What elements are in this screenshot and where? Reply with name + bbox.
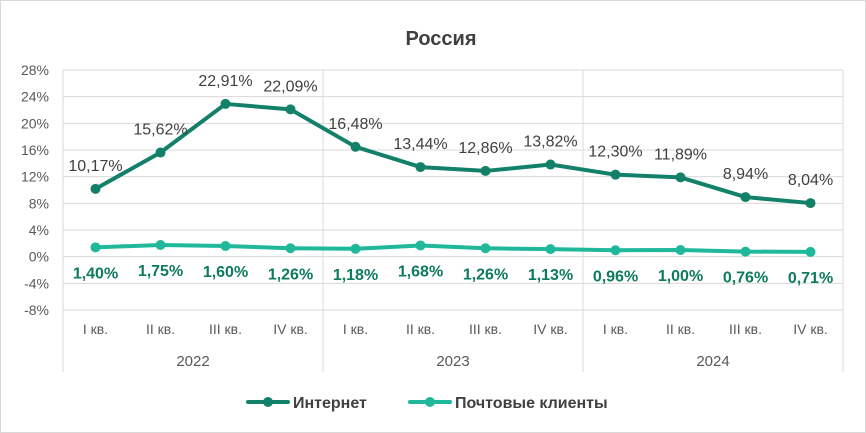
data-label: 1,40% [73, 265, 118, 282]
data-point [415, 162, 426, 173]
data-label: 22,09% [263, 78, 317, 95]
x-group-label: 2022 [176, 353, 209, 370]
y-tick-label: 4% [29, 222, 49, 238]
data-point [90, 242, 101, 253]
data-label: 1,26% [463, 266, 508, 283]
y-tick-label: 8% [29, 195, 49, 211]
legend-marker [263, 397, 273, 407]
y-tick-label: 16% [21, 142, 49, 158]
data-point [285, 104, 296, 115]
y-tick-label: 24% [21, 89, 49, 105]
data-label: 1,75% [138, 263, 183, 280]
series-layer [90, 98, 816, 257]
legend: Интернет Почтовые клиенты [246, 395, 608, 412]
data-point [480, 243, 491, 254]
y-tick-label: 0% [29, 249, 49, 265]
y-tick-label: -8% [24, 302, 49, 318]
gridlines [63, 69, 843, 311]
x-group-label: 2024 [696, 353, 729, 370]
data-label: 1,13% [528, 267, 573, 284]
data-label: 1,00% [658, 268, 703, 285]
data-point [155, 240, 166, 250]
data-label: 1,68% [398, 263, 443, 280]
x-category-label: II кв. [666, 321, 695, 337]
data-point [285, 243, 296, 254]
data-point [545, 159, 556, 170]
series-line [93, 101, 813, 206]
data-label: 11,89% [654, 146, 707, 163]
data-point [545, 244, 556, 255]
chart-title: Россия [405, 28, 476, 50]
x-category-label: IV кв. [273, 321, 308, 337]
data-point [350, 141, 361, 152]
data-label: 8,94% [723, 166, 768, 183]
data-label: 12,86% [458, 140, 512, 157]
data-label: 0,71% [788, 270, 833, 287]
x-category-label: IV кв. [533, 321, 568, 337]
data-label: 13,44% [393, 136, 447, 153]
x-category-label: IV кв. [793, 321, 828, 337]
data-point [155, 147, 166, 158]
y-tick-label: 12% [21, 169, 49, 185]
x-axis: I кв. II кв. III кв. IV кв. I кв. II кв. III к… [62, 70, 844, 372]
series-line [93, 243, 813, 254]
data-point [90, 183, 101, 194]
data-label: 15,62% [133, 122, 187, 139]
data-point [740, 192, 751, 203]
data-label: 1,18% [333, 267, 378, 284]
y-tick-label: 20% [21, 115, 49, 131]
legend-label: Интернет [293, 395, 367, 412]
data-point [805, 198, 816, 209]
y-tick-label: 28% [21, 62, 49, 78]
data-point [350, 243, 361, 254]
data-labels: 10,17% 15,62% 22,91% 22,09% 16,48% 13,44% 12,8… [68, 73, 833, 287]
data-point [675, 172, 686, 183]
data-point [480, 165, 491, 176]
y-tick-label: -4% [24, 275, 49, 291]
legend-label: Почтовые клиенты [455, 395, 608, 412]
data-point [740, 246, 751, 257]
y-axis: 28% 24% 20% 16% 12% 8% 4% 0% -4% -8% [21, 62, 49, 318]
x-group-label: 2023 [436, 353, 469, 370]
data-point [610, 245, 621, 256]
data-point [415, 240, 426, 251]
x-category-label: III кв. [729, 321, 762, 337]
data-label: 22,91% [198, 73, 252, 90]
legend-marker [425, 397, 435, 407]
data-label: 0,96% [593, 268, 638, 285]
data-label: 1,60% [203, 264, 248, 281]
x-category-label: I кв. [343, 321, 368, 337]
x-category-label: I кв. [603, 321, 628, 337]
data-label: 12,30% [588, 144, 642, 161]
data-label: 13,82% [523, 134, 577, 151]
x-category-label: I кв. [83, 321, 108, 337]
data-point [220, 98, 231, 109]
data-label: 16,48% [328, 116, 382, 133]
data-point [805, 246, 816, 257]
x-category-label: III кв. [469, 321, 502, 337]
data-point [220, 241, 231, 251]
data-point [675, 245, 686, 255]
data-label: 1,26% [268, 266, 313, 283]
x-category-label: II кв. [406, 321, 435, 337]
data-label: 10,17% [68, 158, 122, 175]
data-label: 8,04% [788, 172, 833, 189]
data-label: 0,76% [723, 270, 768, 287]
x-category-label: II кв. [146, 321, 175, 337]
data-point [610, 169, 621, 180]
x-category-label: III кв. [209, 321, 242, 337]
